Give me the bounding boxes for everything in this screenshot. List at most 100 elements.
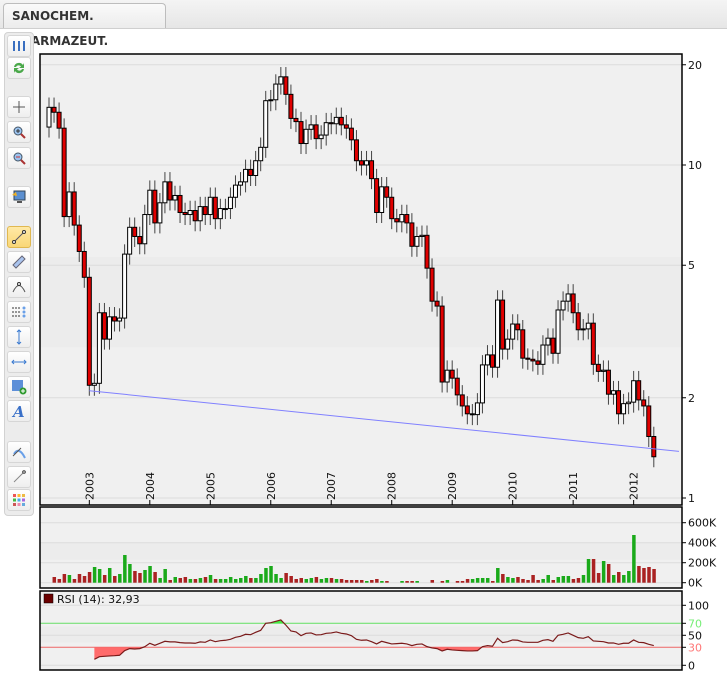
candle-down [530, 358, 536, 362]
volume-bar-down [359, 580, 364, 583]
candle-down [328, 122, 334, 125]
candle-up [479, 364, 485, 404]
text-icon: A [11, 403, 25, 419]
palette-button[interactable] [7, 489, 31, 511]
candle-down [313, 124, 319, 140]
candle-up [232, 184, 238, 198]
crosshair-button[interactable] [7, 96, 31, 118]
candle-down [132, 226, 138, 237]
candle-down [651, 435, 657, 458]
candle-down [177, 194, 183, 214]
candle-down [454, 377, 460, 396]
volume-bar-down [596, 573, 601, 583]
candle-down [61, 127, 67, 218]
volume-bar-up [611, 575, 616, 583]
volume-bar-up [324, 578, 329, 583]
candle-down [490, 354, 496, 368]
candle-up [484, 354, 490, 366]
volume-bar-up [319, 579, 324, 583]
volume-bar-up [415, 581, 419, 583]
candle-down [283, 76, 289, 95]
volume-bar-down [138, 573, 142, 583]
volume-bar-down [531, 575, 535, 583]
candle-down [641, 399, 647, 407]
monitor-icon [12, 190, 26, 203]
candle-up [147, 189, 153, 216]
zoom-out-button[interactable] [7, 147, 31, 169]
volume-bar-up [97, 569, 102, 583]
candle-up [510, 323, 516, 340]
candle-down [404, 214, 410, 224]
candle-down [152, 189, 158, 224]
candle-up [308, 124, 314, 130]
vertical-line-button[interactable] [7, 326, 31, 348]
arc-button[interactable] [7, 276, 31, 298]
rectangle-add-icon [12, 380, 27, 395]
rsi-legend-swatch [43, 593, 54, 604]
volume-bar-down [440, 581, 445, 583]
candle-up [122, 253, 128, 319]
candle-down [469, 413, 475, 416]
volume-axis-label: 0K [688, 577, 703, 590]
candle-up [621, 403, 627, 415]
zoom-in-button[interactable] [7, 121, 31, 143]
volume-bar-up [143, 570, 147, 583]
volume-bar-up [304, 579, 309, 583]
fibonacci-button[interactable] [7, 301, 31, 323]
rsi-axis-label: 0 [688, 659, 695, 672]
price-axis-label: 10 [688, 159, 702, 172]
volume-bar-up [496, 568, 500, 583]
candle-down [298, 121, 304, 145]
volume-bar-up [274, 574, 278, 583]
candle-down [394, 218, 400, 223]
candle-up [157, 202, 163, 224]
volume-bar-up [228, 577, 233, 583]
candle-up [91, 382, 97, 386]
rsi-line [94, 619, 654, 660]
line-button[interactable] [7, 466, 31, 488]
volume-bar-up [173, 577, 177, 583]
volume-axis-label: 400K [688, 537, 717, 550]
tab-sanochem[interactable]: SANOCHEM. PHARMAZEUT. [3, 3, 166, 48]
horizontal-line-button[interactable] [7, 351, 31, 373]
refresh-button[interactable] [7, 57, 31, 79]
text-button[interactable]: A [7, 400, 31, 422]
candle-down [464, 405, 470, 415]
columns-button[interactable] [7, 35, 31, 57]
volume-bar-down [370, 580, 374, 583]
crosshair-icon [13, 101, 25, 113]
candle-down [369, 160, 375, 180]
candle-down [343, 124, 349, 129]
volume-bar-up [632, 535, 636, 583]
volume-bar-up [334, 579, 339, 583]
volume-bar-up [239, 578, 243, 583]
candle-up [46, 106, 52, 128]
candle-up [268, 99, 274, 102]
candle-up [585, 322, 591, 330]
candle-up [187, 210, 193, 216]
channel-icon [12, 255, 26, 269]
volume-axis-label: 600K [688, 517, 717, 530]
monitor-button[interactable] [7, 186, 31, 208]
channel-button[interactable] [7, 251, 31, 273]
volume-bar-up [148, 566, 152, 583]
candle-up [253, 160, 259, 176]
volume-bar-down [178, 578, 183, 583]
volume-bar-down [57, 579, 62, 583]
rsi-axis-label: 50 [688, 629, 702, 642]
candle-down [535, 360, 541, 365]
volume-bar-up [67, 575, 72, 583]
candle-down [248, 168, 254, 176]
trendline-button[interactable] [7, 226, 31, 248]
volume-bar-down [72, 579, 77, 583]
volume-bar-down [465, 579, 470, 583]
candle-up [207, 196, 213, 216]
curve-button[interactable] [7, 441, 31, 463]
rectangle-add-button[interactable] [7, 376, 31, 398]
price-axis-label: 5 [688, 259, 695, 272]
volume-bar-up [511, 578, 515, 583]
candle-up [610, 390, 616, 395]
candle-up [273, 83, 279, 101]
volume-bar-down [491, 581, 495, 583]
